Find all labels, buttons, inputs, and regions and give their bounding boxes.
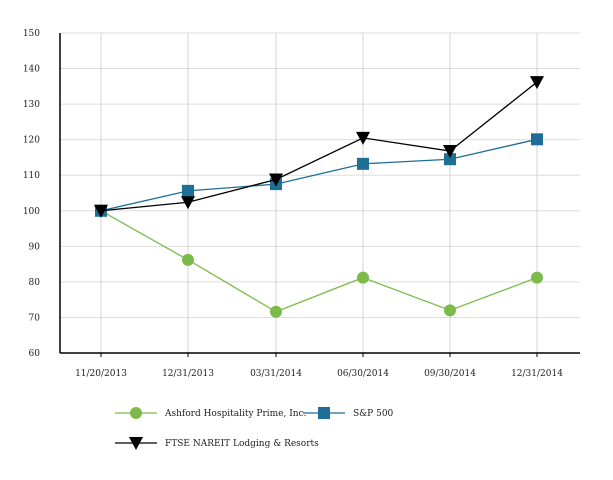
series-line <box>100 210 538 313</box>
y-tick-label: 140 <box>23 65 40 75</box>
x-tick-label: 06/30/2014 <box>337 369 389 379</box>
x-tick-label: 12/31/2014 <box>511 369 563 379</box>
data-point <box>443 145 457 159</box>
data-point <box>444 304 456 317</box>
legend-entry: S&P 500 <box>303 407 394 419</box>
y-tick-label: 120 <box>23 136 40 146</box>
legend-entry: FTSE NAREIT Lodging & Resorts <box>115 437 319 450</box>
data-point <box>530 76 544 90</box>
data-point <box>269 173 283 187</box>
data-point <box>357 271 369 284</box>
data-point <box>444 153 456 166</box>
tick-labels: 60 70 80 90 100 110 120 130 140 150 11/20/2013 12/3… <box>23 29 563 379</box>
series-line <box>100 138 538 212</box>
y-tick-label: 130 <box>23 100 40 110</box>
data-point <box>94 204 108 218</box>
legend: Ashford Hospitality Prime, Inc. S&P 500 FT… <box>115 407 394 450</box>
data-point <box>181 196 195 210</box>
axes <box>59 33 580 354</box>
y-tick-label: 150 <box>23 29 40 39</box>
y-tick-label: 90 <box>29 242 41 252</box>
legend-label: S&P 500 <box>353 409 394 419</box>
legend-label: FTSE NAREIT Lodging & Resorts <box>165 439 319 449</box>
x-tick-label: 09/30/2014 <box>424 369 476 379</box>
y-tick-label: 110 <box>23 171 40 181</box>
y-tick-label: 70 <box>29 313 41 323</box>
legend-marker <box>130 407 142 419</box>
y-tick-label: 60 <box>29 349 41 359</box>
series-1 <box>95 133 543 217</box>
series-2 <box>94 76 544 218</box>
series-line <box>100 81 538 212</box>
legend-entry: Ashford Hospitality Prime, Inc. <box>115 407 307 419</box>
legend-marker <box>318 407 330 419</box>
data-point <box>357 157 369 170</box>
x-tick-label: 03/31/2014 <box>250 369 302 379</box>
y-tick-label: 80 <box>29 278 41 288</box>
y-tick-label: 100 <box>23 207 40 217</box>
grid <box>60 32 580 353</box>
legend-label: Ashford Hospitality Prime, Inc. <box>164 409 307 419</box>
x-tick-label: 12/31/2013 <box>162 369 214 379</box>
x-tick-label: 11/20/2013 <box>75 369 127 379</box>
data-point <box>182 253 194 266</box>
legend-marker <box>129 437 143 450</box>
data-point <box>182 184 194 197</box>
data-point <box>356 131 370 145</box>
series <box>94 76 544 318</box>
series-0 <box>95 204 543 318</box>
data-point <box>270 305 282 318</box>
data-point <box>531 133 543 146</box>
data-point <box>531 271 543 284</box>
